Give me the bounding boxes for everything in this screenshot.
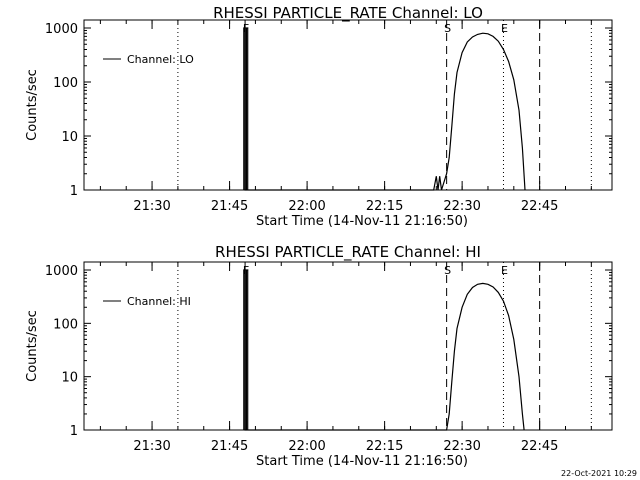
x-tick-label: 21:45 [211,439,248,454]
y-tick-label: 10 [61,371,78,386]
y-tick-label: 1000 [45,22,78,37]
y-tick-label: 100 [53,76,78,91]
x-tick-label: 22:30 [443,199,480,214]
x-tick-label: 21:30 [133,439,170,454]
chart-title: RHESSI PARTICLE_RATE Channel: LO [213,4,483,23]
y-tick-label: 1000 [45,264,78,279]
y-tick-label: 1 [70,184,78,199]
legend-entry: Channel: LO [127,53,194,66]
y-tick-label: 1 [70,424,78,439]
y-tick-label: 100 [53,317,78,332]
x-tick-label: 22:15 [366,439,403,454]
series-line [243,27,526,191]
x-tick-label: 22:00 [288,199,325,214]
y-axis-label: Counts/sec [25,310,40,382]
y-tick-label: 10 [61,130,78,145]
x-tick-label: 22:00 [288,439,325,454]
plot-frame [83,261,613,431]
marker-label: E [501,22,508,35]
x-tick-label: 22:45 [521,439,558,454]
chart-panel-0: RHESSI PARTICLE_RATE Channel: LO 1 10 100 10… [25,4,613,229]
marker-label: S [444,264,451,277]
marker-label: S [444,22,451,35]
x-tick-label: 21:30 [133,199,170,214]
plot-frame [83,19,613,191]
chart-panel-1: RHESSI PARTICLE_RATE Channel: HI 1 10 100 10… [25,243,613,469]
x-tick-label: 22:30 [443,439,480,454]
legend-entry: Channel: HI [127,295,191,308]
x-tick-label: 21:45 [211,199,248,214]
footer-timestamp: 22-Oct-2021 10:29 [561,469,637,478]
marker-label: E [501,264,508,277]
x-tick-label: 22:45 [521,199,558,214]
series-line [243,269,525,431]
x-tick-label: 22:15 [366,199,403,214]
x-axis-label: Start Time (14-Nov-11 21:16:50) [256,454,468,469]
y-axis-label: Counts/sec [25,69,40,141]
chart-title: RHESSI PARTICLE_RATE Channel: HI [215,243,481,262]
x-axis-label: Start Time (14-Nov-11 21:16:50) [256,214,468,229]
